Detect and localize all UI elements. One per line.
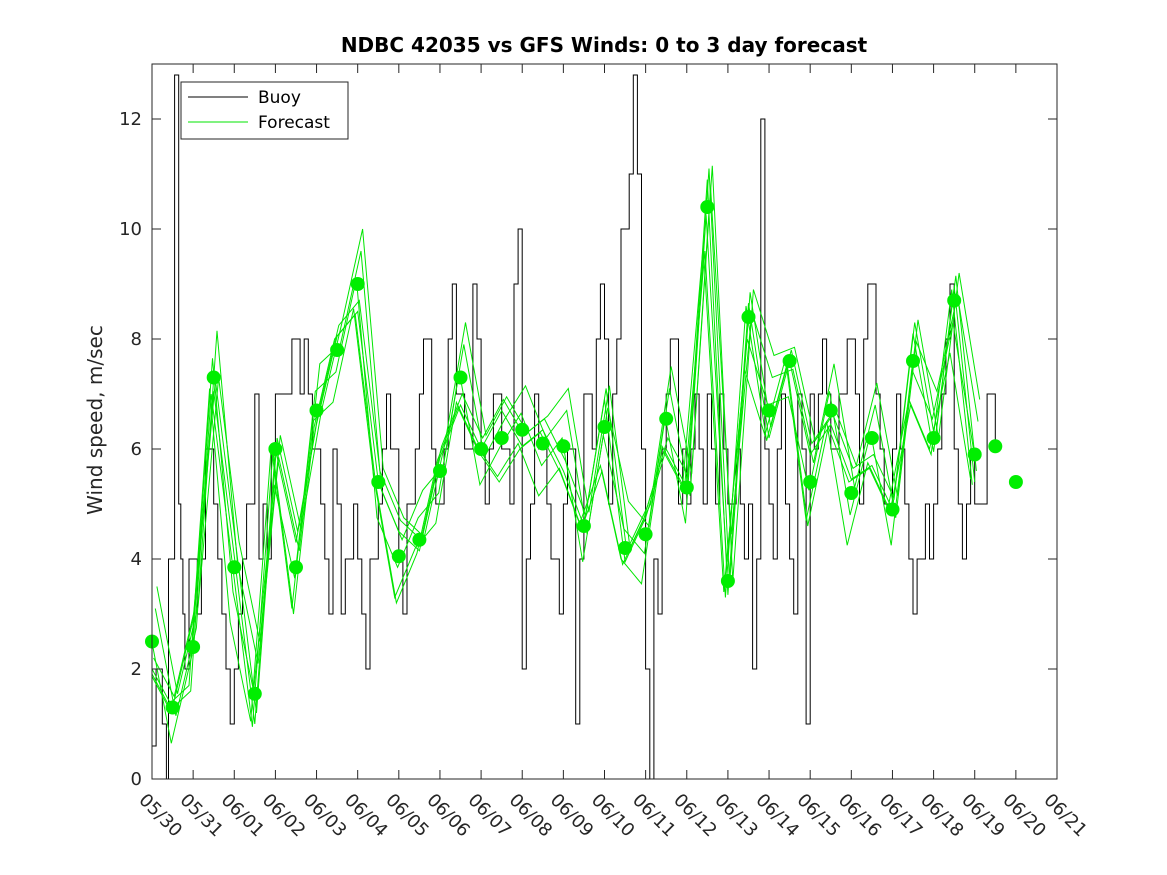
forecast-marker-3 (206, 370, 221, 385)
y-tick-label-1: 2 (131, 659, 142, 680)
forecast-marker-23 (618, 541, 633, 555)
forecast-marker-5 (247, 686, 262, 701)
forecast-marker-35 (864, 431, 879, 445)
x-tick-label-13: 06/12 (669, 790, 721, 842)
buoy-line (152, 74, 996, 779)
forecast-marker-21 (576, 519, 591, 533)
forecast-marker-1 (165, 700, 180, 715)
forecast-marker-39 (947, 293, 962, 308)
y-tick-label-2: 4 (131, 549, 142, 570)
forecast-marker-16 (474, 442, 489, 456)
forecast-marker-14 (433, 464, 447, 478)
y-tick-label-0: 0 (131, 769, 142, 790)
series-group (152, 74, 996, 779)
forecast-marker-34 (844, 486, 859, 500)
plot-area: 02468101205/3005/3106/0106/0206/0306/040… (119, 63, 1091, 842)
forecast-marker-26 (679, 480, 694, 495)
forecast-marker-38 (926, 431, 941, 445)
forecast-line-1 (154, 187, 979, 716)
forecast-marker-18 (515, 422, 530, 437)
forecast-marker-9 (330, 343, 345, 357)
legend: Buoy Forecast (180, 81, 349, 140)
forecast-marker-27 (700, 200, 715, 214)
x-tick-label-8: 06/07 (464, 790, 516, 842)
x-tick-label-17: 06/16 (834, 790, 886, 842)
y-tick-label-4: 8 (131, 329, 142, 350)
forecast-marker-17 (494, 431, 509, 445)
x-tick-label-18: 06/17 (875, 790, 927, 842)
legend-buoy-label: Buoy (258, 88, 301, 108)
x-tick-label-2: 06/01 (217, 790, 269, 842)
x-tick-label-11: 06/10 (587, 790, 639, 842)
forecast-marker-8 (309, 403, 324, 418)
forecast-line-5 (153, 168, 977, 714)
forecast-marker-31 (782, 354, 797, 368)
x-tick-label-16: 06/15 (793, 790, 845, 842)
x-tick-label-20: 06/19 (957, 790, 1009, 842)
forecast-marker-24 (638, 527, 653, 542)
forecast-marker-13 (412, 532, 427, 547)
forecast-marker-30 (762, 403, 776, 418)
x-tick-label-22: 06/21 (1039, 790, 1091, 842)
x-tick-label-6: 06/05 (381, 790, 433, 842)
forecast-marker-2 (186, 640, 201, 654)
forecast-marker-19 (535, 436, 550, 451)
y-axis-label: Wind speed, m/sec (83, 325, 107, 515)
forecast-marker-25 (659, 411, 674, 426)
forecast-marker-33 (823, 403, 838, 418)
x-tick-label-15: 06/14 (752, 790, 804, 842)
x-tick-label-5: 06/04 (340, 790, 392, 842)
forecast-line-6 (152, 215, 974, 744)
forecast-marker-29 (741, 310, 756, 324)
chart-title: NDBC 42035 vs GFS Winds: 0 to 3 day fore… (341, 33, 868, 57)
forecast-marker-15 (453, 370, 468, 385)
legend-forecast-label: Forecast (258, 113, 330, 133)
x-tick-label-19: 06/18 (916, 790, 968, 842)
forecast-marker-36 (885, 502, 900, 517)
forecast-line-4 (152, 245, 972, 722)
forecast-marker-41 (988, 439, 1003, 454)
legend-box (180, 81, 349, 140)
forecast-marker-11 (371, 475, 386, 489)
y-tick-label-3: 6 (131, 439, 142, 460)
forecast-marker-22 (597, 420, 612, 434)
forecast-marker-40 (967, 447, 982, 462)
x-tick-label-1: 05/31 (176, 790, 228, 842)
forecast-marker-10 (350, 277, 365, 291)
y-tick-label-5: 10 (119, 219, 142, 240)
x-tick-label-10: 06/09 (546, 790, 598, 842)
forecast-line-3 (156, 165, 981, 694)
forecast-marker-4 (227, 560, 242, 575)
x-tick-label-7: 06/06 (422, 790, 474, 842)
x-tick-label-12: 06/11 (628, 790, 680, 842)
x-tick-label-0: 05/30 (134, 790, 186, 842)
forecast-marker-7 (289, 560, 303, 575)
forecast-marker-37 (906, 354, 920, 368)
forecast-marker-20 (556, 439, 571, 454)
forecast-marker-12 (391, 549, 406, 564)
forecast-marker-32 (803, 475, 818, 489)
x-tick-label-4: 06/03 (299, 790, 351, 842)
y-tick-label-6: 12 (119, 109, 142, 130)
forecast-marker-42 (1008, 475, 1023, 489)
forecast-marker-6 (268, 442, 283, 456)
x-tick-label-3: 06/02 (258, 790, 310, 842)
x-tick-label-14: 06/13 (710, 790, 762, 842)
x-tick-label-9: 06/08 (505, 790, 557, 842)
x-tick-label-21: 06/20 (998, 790, 1050, 842)
forecast-marker-28 (720, 574, 735, 588)
